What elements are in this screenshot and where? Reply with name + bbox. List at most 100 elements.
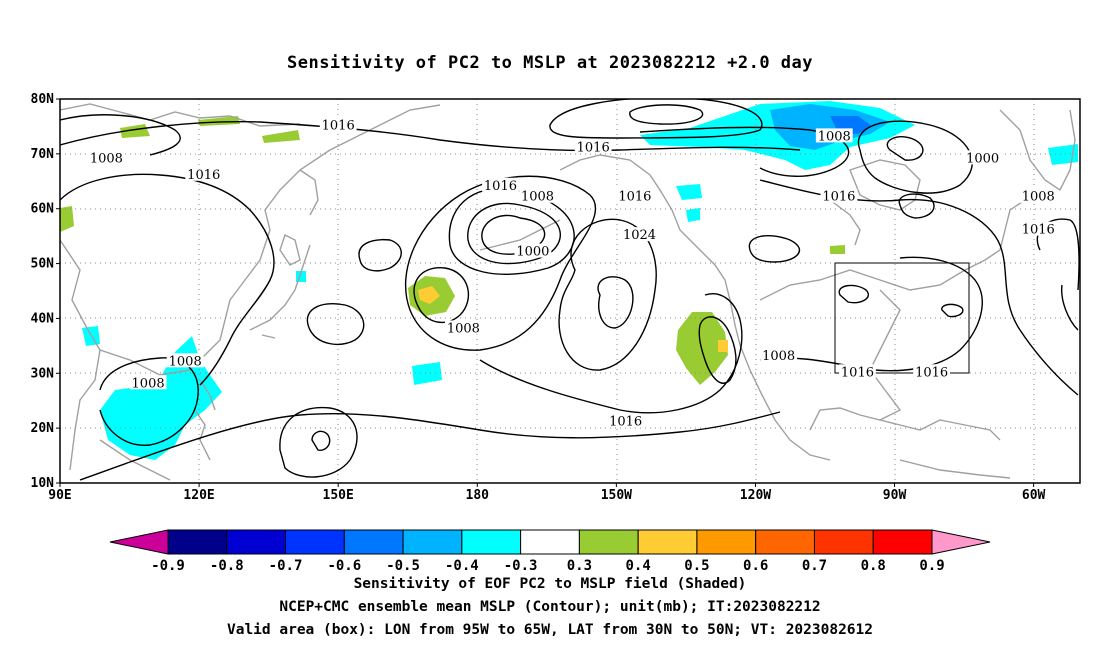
- lat-tick-label: 60N: [31, 202, 55, 217]
- contour-1008-asia-2: [99, 357, 199, 446]
- contour-1024-high: [558, 218, 657, 371]
- shade-positive-siberia: [120, 124, 150, 138]
- shade-positive-west-edge: [60, 206, 74, 232]
- map-background: [60, 99, 1080, 483]
- contour-label: 1008: [169, 354, 202, 369]
- shade-positive-arctic-small: [198, 116, 240, 126]
- contour-1008-asia: [60, 114, 275, 386]
- contour-labels: 1016 1008 1016 1016 1016 1008 1016 1000 1024 1008…: [87, 117, 1057, 430]
- lon-tick-label: 60W: [1022, 488, 1046, 503]
- shade-negative-pacific-small: [412, 362, 442, 385]
- contour-label-bg: [839, 364, 876, 379]
- contour-central-pacific: [358, 238, 402, 272]
- contour-west-pacific-loop: [306, 303, 365, 346]
- colorbar-label: 0.3: [567, 558, 592, 574]
- caption-line-2: NCEP+CMC ensemble mean MSLP (Contour); u…: [279, 599, 820, 615]
- contour-label-bg: [1019, 188, 1057, 203]
- colorbar-swatch: [343, 529, 404, 555]
- colorbar-swatch: [813, 529, 874, 555]
- colorbar-swatch: [167, 529, 228, 555]
- colorbar-swatch: [637, 529, 698, 555]
- contour-label-bg: [820, 188, 858, 203]
- contour-label: 1008: [818, 129, 851, 144]
- contour-label-bg: [607, 413, 645, 428]
- colorbar-label: -0.7: [269, 558, 303, 574]
- contour-north-pacific-high-2: [549, 99, 763, 139]
- colorbar-swatch: [402, 529, 463, 555]
- contour-label: 1016: [484, 179, 517, 194]
- coast-greenland: [999, 109, 1076, 192]
- coast-japan: [249, 244, 311, 339]
- colorbar-left-tip: [109, 529, 169, 555]
- shade-positive-kamchatka-north: [262, 130, 300, 143]
- contour-label: 1000: [516, 245, 549, 260]
- colorbar-right-tip: [931, 529, 991, 555]
- colorbar-label: -0.6: [327, 558, 361, 574]
- lat-tick-label: 20N: [31, 421, 55, 436]
- colorbar-swatch: [226, 529, 287, 555]
- coast-asia: [60, 104, 441, 481]
- colorbar-swatch: [696, 529, 757, 555]
- contour-label-bg: [129, 375, 167, 390]
- contour-label-bg: [621, 227, 658, 242]
- contour-label-bg: [616, 188, 654, 203]
- map-frame: [59, 98, 1081, 484]
- colorbar-swatch: [578, 529, 639, 555]
- contour-label: 1016: [609, 415, 642, 430]
- shade-positive-canada: [830, 245, 845, 254]
- contour-low-center-pacific-3: [448, 187, 575, 275]
- contour-high-inner: [597, 276, 634, 329]
- caption-line-1: Sensitivity of EOF PC2 to MSLP field (Sh…: [354, 576, 747, 592]
- contour-1016-us: [759, 256, 983, 372]
- contour-low-center-pacific: [481, 214, 546, 255]
- contour-label: 1008: [90, 151, 123, 166]
- contour-west-pacific-loop-3: [311, 430, 331, 451]
- contour-label-bg: [519, 188, 556, 203]
- contour-label: 1016: [618, 190, 651, 205]
- lat-tick-label: 30N: [31, 366, 55, 381]
- coast-north-america-east: [759, 189, 1041, 431]
- longitude-axis: 90E 120E 150E 180 150W 120W 90W 60W: [48, 483, 1046, 503]
- lon-tick-label: 90E: [48, 488, 71, 503]
- caption-line-3: Valid area (box): LON from 95W to 65W, L…: [227, 622, 873, 638]
- contour-label-bg: [913, 364, 951, 379]
- coast-aleutians: [479, 219, 561, 251]
- contour-1008-west-pacific: [413, 267, 470, 323]
- contour-label: 1024: [623, 228, 656, 243]
- lon-tick-label: 120W: [740, 488, 771, 503]
- contour-label: 1016: [577, 140, 610, 155]
- contour-west-pacific-loop-2: [279, 406, 358, 478]
- coast-arctic-asia: [60, 103, 301, 127]
- lat-tick-label: 40N: [31, 311, 55, 326]
- lat-tick-label: 10N: [31, 476, 55, 491]
- colorbar-label: 0.7: [802, 558, 827, 574]
- contour-label-bg: [444, 320, 482, 335]
- contour-north-pacific-high: [629, 104, 704, 125]
- valid-area-box: [834, 262, 970, 374]
- colorbar-label: -0.9: [151, 558, 185, 574]
- contour-1008-sw-us: [698, 316, 737, 384]
- contour-label: 1008: [447, 321, 480, 336]
- contour-label: 1016: [322, 118, 355, 133]
- contour-label: 1008: [132, 376, 165, 391]
- shade-negative-gulf-alaska: [676, 184, 702, 200]
- colorbar-swatch: [285, 529, 345, 555]
- contour-label: 1016: [1022, 223, 1055, 238]
- lon-tick-label: 150E: [323, 488, 354, 503]
- lat-tick-label: 70N: [31, 147, 55, 162]
- contour-label: 1016: [915, 365, 948, 380]
- shade-positive-california-core: [718, 340, 728, 352]
- shade-strong-negative-arctic: [770, 104, 890, 150]
- contour-1008-us-small: [838, 284, 869, 304]
- contour-label-bg: [87, 150, 125, 165]
- contour-low-center-pacific-2: [467, 202, 561, 265]
- colorbar-label: -0.8: [210, 558, 244, 574]
- contour-label-bg: [482, 177, 519, 192]
- lon-tick-label: 90W: [883, 488, 907, 503]
- contour-1008-us-small-2: [941, 303, 964, 318]
- shade-positive-pacific-core: [418, 286, 440, 304]
- contour-label-bg: [574, 139, 612, 154]
- colorbar-swatch: [520, 529, 580, 555]
- contour-label-bg: [514, 243, 552, 258]
